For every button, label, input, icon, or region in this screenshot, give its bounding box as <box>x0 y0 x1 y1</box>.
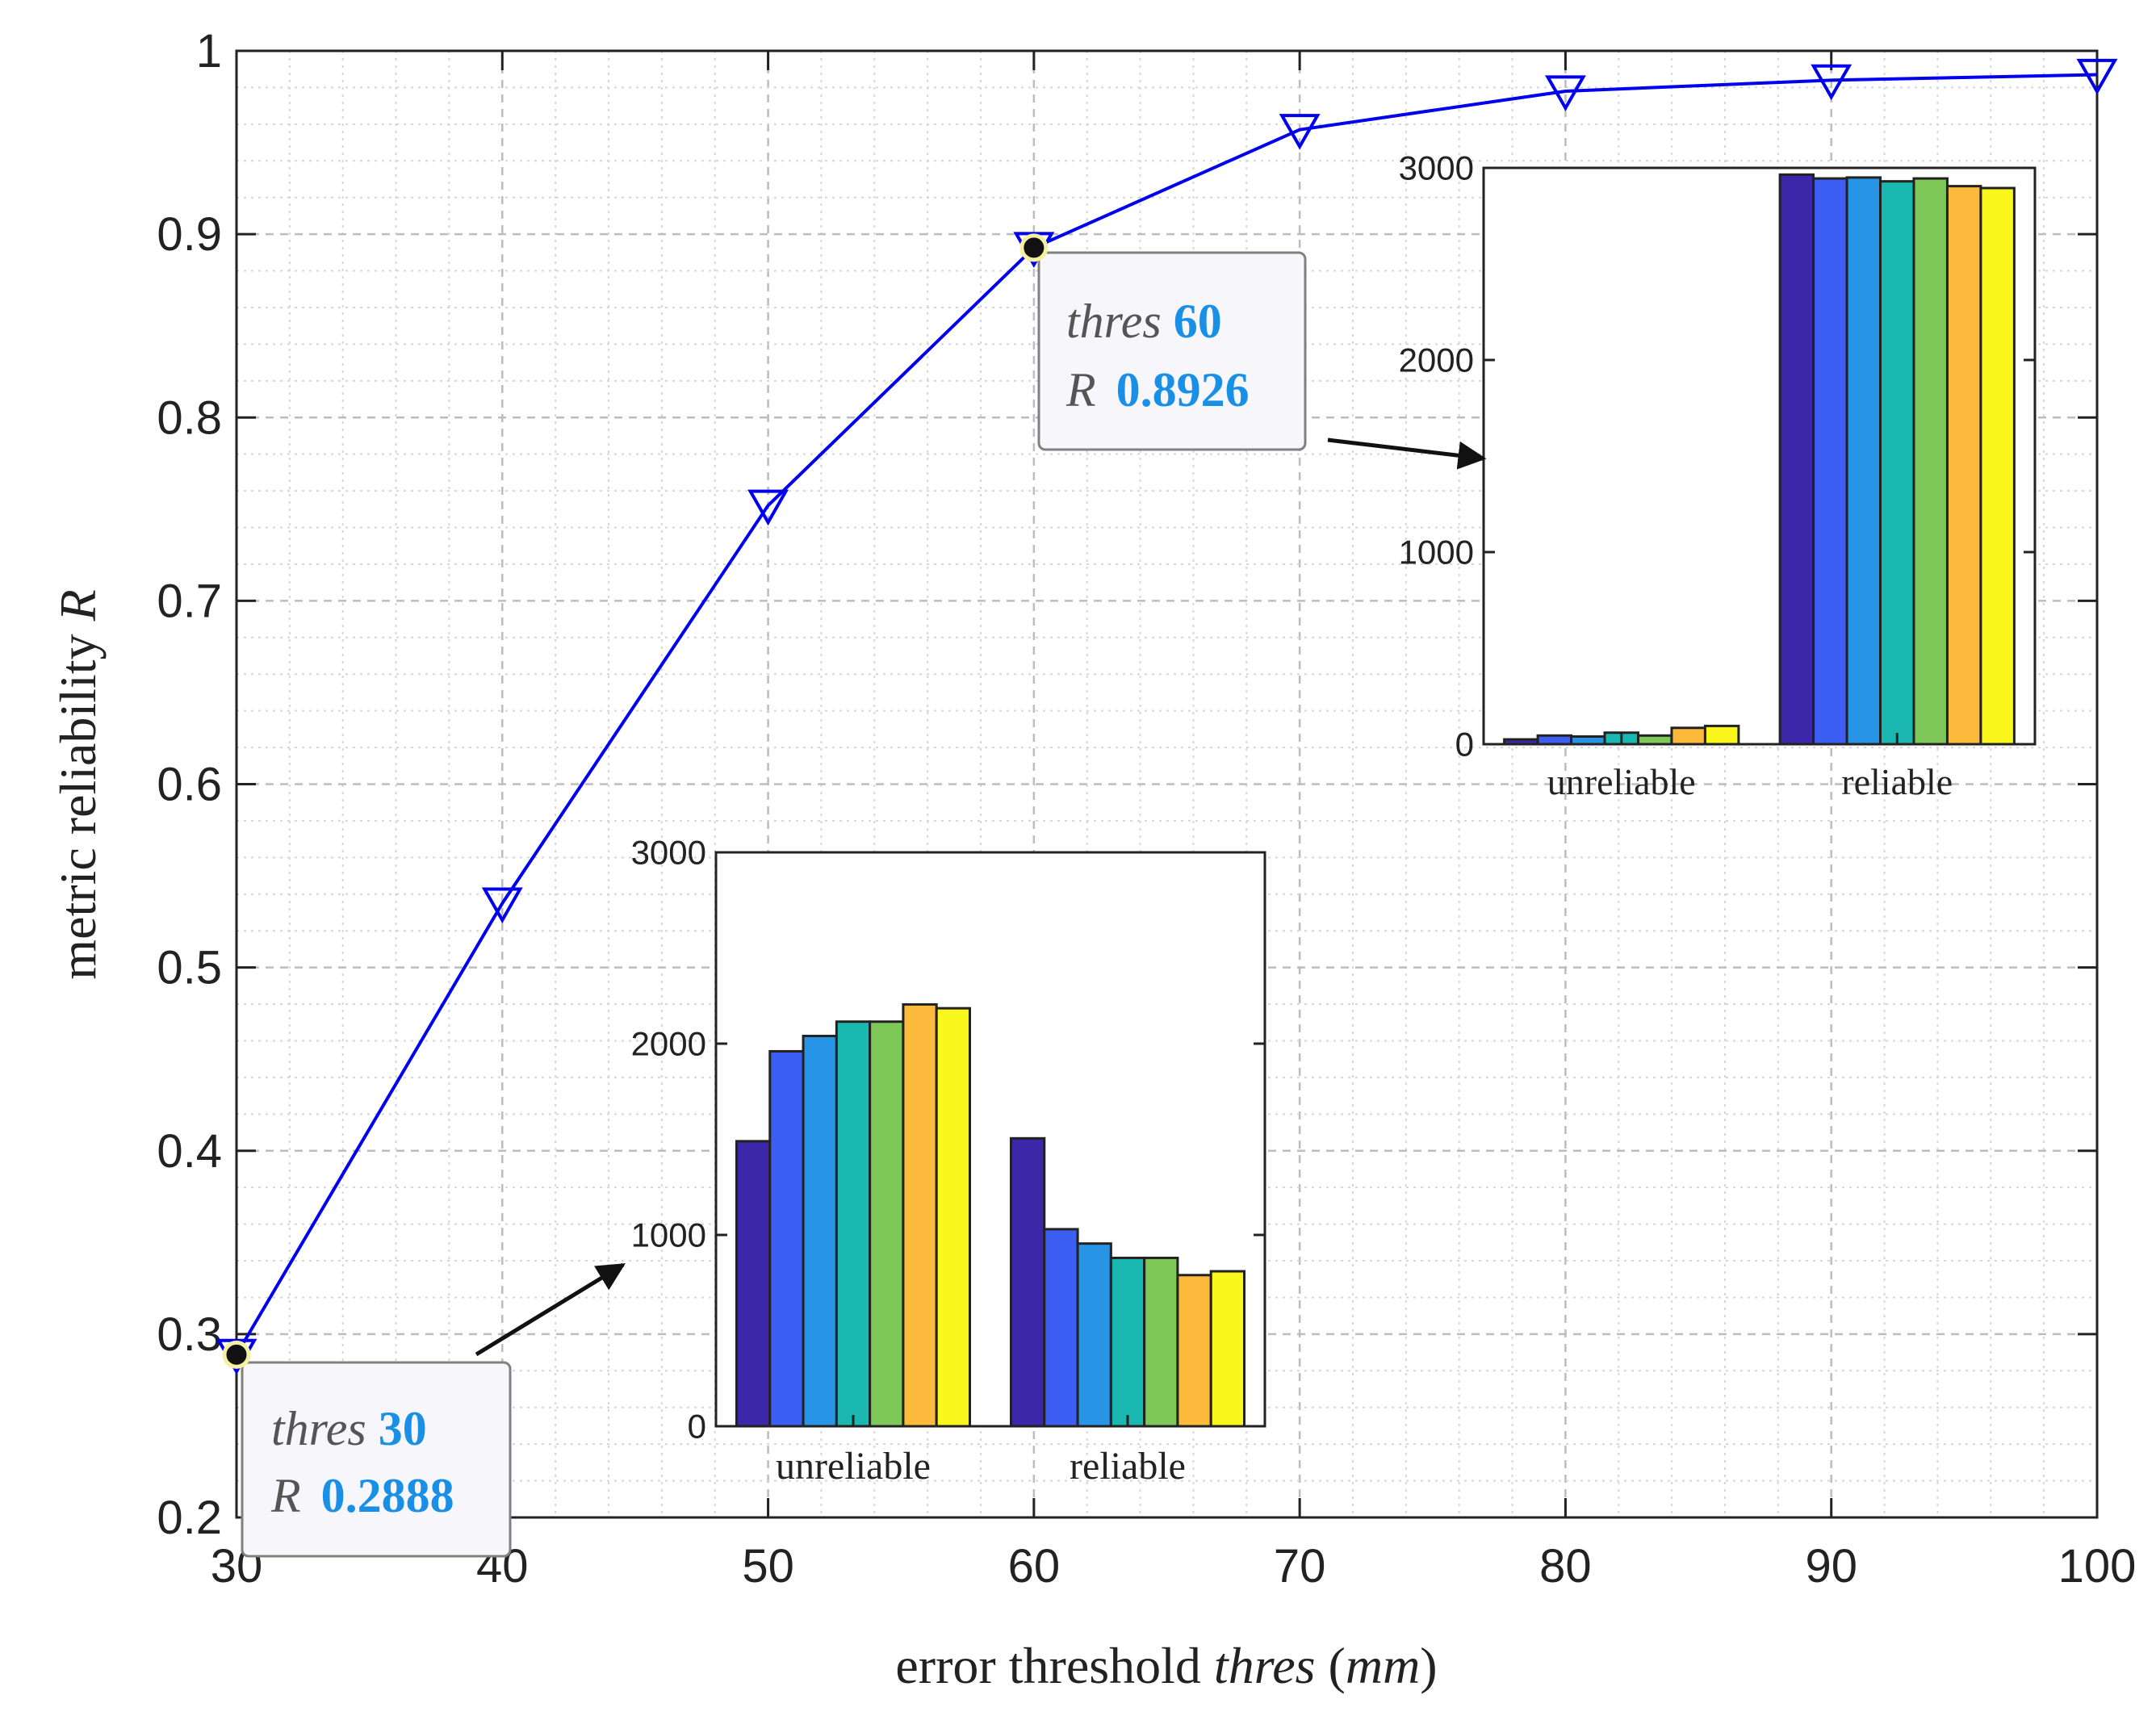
datatip-thres-60-value2: 0.8926 <box>1116 363 1250 416</box>
inset-bar-unreliable-s6 <box>1670 726 1706 746</box>
inset-bar-reliable-s5 <box>1912 177 1949 746</box>
series-line-R <box>235 73 2098 1356</box>
inset-bar-reliable-s1 <box>1778 173 1815 746</box>
svg-text:R 0.8926: R 0.8926 <box>1065 363 1250 416</box>
inset-bar-reliable-s1 <box>1010 1136 1046 1428</box>
main-series <box>235 73 2098 1356</box>
data-point-marker <box>2076 58 2118 95</box>
inset-bar-unreliable-s6 <box>902 1002 938 1428</box>
data-point-marker <box>481 887 523 924</box>
inset-y-tick-label: 3000 <box>1399 149 1474 187</box>
inset-y-tick-label: 0 <box>1455 726 1474 764</box>
inset-bar-reliable-s4 <box>1109 1256 1146 1428</box>
data-point-marker <box>1811 64 1852 101</box>
y-tick-label: 0.4 <box>157 1125 222 1178</box>
inset-bar-reliable-s7 <box>1209 1270 1245 1428</box>
inset-bar-unreliable-s7 <box>935 1007 971 1428</box>
inset-chart-thres-60: 0 1000 2000 3000 unreliable reliable <box>1399 149 2037 802</box>
inset-bar-reliable-s3 <box>1076 1242 1112 1428</box>
inset-y-tick-label: 1000 <box>1399 534 1474 571</box>
y-axis-label-prefix: metric reliability <box>49 621 107 979</box>
y-tick-label: 0.5 <box>157 942 222 994</box>
datatip-thres-30-value1: 30 <box>379 1402 427 1455</box>
inset-bar-reliable-s2 <box>1043 1228 1079 1428</box>
svg-text:thres 30: thres 30 <box>271 1402 427 1455</box>
x-axis-label-paren-close: ) <box>1420 1637 1437 1694</box>
inset-chart-thres-30: 0 1000 2000 3000 unreliable reliable <box>631 834 1266 1488</box>
x-axis-label-unit: mm <box>1346 1637 1420 1694</box>
inset-bar-unreliable-s1 <box>1503 738 1539 746</box>
datatip-dot <box>1019 233 1049 262</box>
inset-bar-unreliable-s5 <box>869 1020 905 1428</box>
inset-bar-unreliable-s2 <box>1536 734 1573 746</box>
datatip-thres-30-var2: R <box>270 1469 301 1522</box>
arrow-to-inset-thres-60 <box>1327 437 1487 470</box>
inset-y-tick-label: 3000 <box>631 834 706 872</box>
x-tick-label: 60 <box>1008 1540 1061 1593</box>
arrow-to-inset-thres-30 <box>475 1262 626 1357</box>
inset-bar-unreliable-s3 <box>802 1035 838 1428</box>
y-tick-label: 0.6 <box>157 759 222 811</box>
datatip-thres-30: thres 30 R 0.2888 <box>241 1361 512 1558</box>
x-tick-label: 50 <box>742 1540 794 1593</box>
x-tick-label: 70 <box>1274 1540 1326 1593</box>
inset-bar-reliable-s4 <box>1879 180 1915 746</box>
inset-bar-unreliable-s4 <box>835 1020 872 1428</box>
x-tick-label: 80 <box>1539 1540 1592 1593</box>
inset-bar-reliable-s5 <box>1143 1256 1179 1428</box>
inset-y-tick-label: 1000 <box>631 1216 706 1254</box>
x-axis-label-var: thres <box>1214 1637 1316 1694</box>
svg-text:thres 60: thres 60 <box>1066 295 1222 348</box>
y-tick-label: 0.7 <box>157 575 222 627</box>
inset-bar-reliable-s7 <box>1979 186 2016 746</box>
datatip-dot <box>222 1340 251 1369</box>
inset-category-label: reliable <box>1070 1445 1186 1488</box>
x-axis-label-paren-open: ( <box>1316 1637 1346 1694</box>
y-tick-label: 0.8 <box>157 391 222 444</box>
inset-bar-unreliable-s2 <box>768 1049 805 1428</box>
x-tick-label: 100 <box>2058 1540 2137 1593</box>
datatip-thres-60-var1: thres <box>1066 295 1162 348</box>
datatip-thres-60-var2: R <box>1065 363 1096 416</box>
svg-text:R 0.2888: R 0.2888 <box>270 1469 454 1522</box>
x-tick-label: 90 <box>1805 1540 1857 1593</box>
inset-category-label: unreliable <box>1547 761 1696 802</box>
data-point-marker <box>1544 75 1586 111</box>
datatip-thres-30-var1: thres <box>271 1402 366 1455</box>
y-axis-label-var: R <box>49 589 107 622</box>
data-point-marker <box>1279 114 1321 150</box>
datatip-thres-60: thres 60 R 0.8926 <box>1037 251 1307 451</box>
inset-bar-reliable-s3 <box>1845 176 1882 746</box>
datatip-dots <box>222 233 1049 1369</box>
inset-bar-unreliable-s1 <box>735 1140 772 1428</box>
y-tick-label: 0.3 <box>157 1308 222 1361</box>
inset-category-label: reliable <box>1841 761 1953 802</box>
y-tick-label: 1 <box>196 25 222 77</box>
inset-bar-reliable-s2 <box>1812 177 1848 746</box>
inset-category-label: unreliable <box>776 1445 931 1488</box>
y-tick-label: 0.9 <box>157 208 222 261</box>
x-axis-label: error threshold thres (mm) <box>895 1637 1437 1694</box>
inset-y-tick-label: 2000 <box>631 1025 706 1063</box>
datatip-thres-60-value1: 60 <box>1174 295 1222 348</box>
inset-bar-unreliable-s3 <box>1570 735 1606 746</box>
inset-y-tick-label: 2000 <box>1399 341 1474 379</box>
x-axis-label-prefix: error threshold <box>895 1637 1214 1694</box>
inset-y-tick-label: 0 <box>688 1408 706 1446</box>
inset-bar-reliable-s6 <box>1176 1274 1212 1428</box>
y-axis-label: metric reliability R <box>49 589 107 979</box>
inset-bar-reliable-s6 <box>1945 185 1982 746</box>
y-tick-label: 0.2 <box>157 1492 222 1544</box>
data-point-marker <box>747 489 789 526</box>
inset-bar-unreliable-s5 <box>1636 734 1673 746</box>
datatip-thres-30-value2: 0.2888 <box>321 1469 454 1522</box>
inset-bar-unreliable-s7 <box>1703 724 1740 746</box>
